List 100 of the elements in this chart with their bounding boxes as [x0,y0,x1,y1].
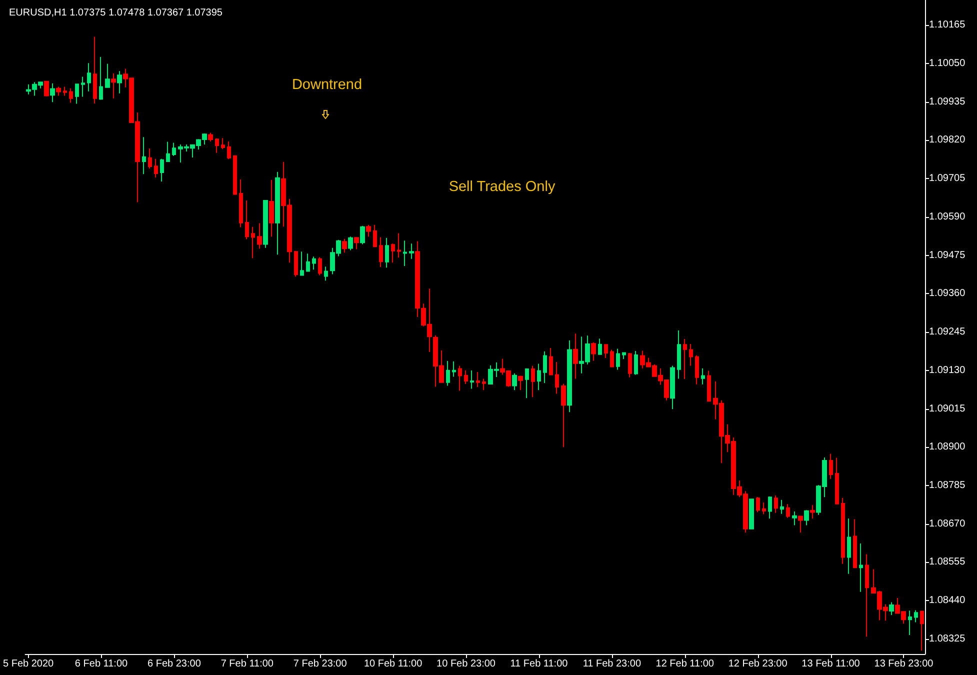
candlestick [99,56,103,100]
y-tick-label: 1.09015 [929,403,966,414]
candlestick [403,240,407,266]
candlestick [561,383,566,448]
candlestick [239,179,243,228]
y-tick-label: 1.08670 [929,518,966,530]
candlestick [446,360,450,386]
y-tick-label: 1.09705 [929,173,966,184]
candlestick [166,141,170,162]
candlestick [604,344,608,359]
candlestick [689,344,693,366]
text: EURUSD,H1 1.07375 1.07478 1.07367 1.07395 [9,8,223,18]
candlestick [889,602,894,616]
candlestick [792,511,797,526]
candlestick [749,498,754,530]
candlestick [354,237,359,250]
candlestick [835,457,839,504]
x-tick-label: 10 Feb 23:00 [436,658,496,670]
y-tick-label: 1.09935 [929,96,966,108]
candlestick [275,171,280,256]
y-tick-label: 1.09130 [929,364,966,376]
x-tick-label: 7 Feb 11:00 [220,658,274,670]
candlestick [87,62,91,92]
candlestick [458,365,462,392]
candlestick [908,610,912,636]
candlestick [598,338,602,355]
candlestick [227,140,231,160]
candlestick [853,518,857,568]
candlestick [847,518,851,574]
x-tick-label: 6 Feb 11:00 [74,658,128,670]
candlestick [804,510,809,526]
annotation: Downtrend [292,77,362,93]
candlestick [573,333,578,380]
candlestick [111,72,116,99]
candlestick [233,154,237,196]
candlestick [391,243,395,264]
candlestick [81,76,85,98]
candlestick [774,495,778,514]
y-tick-label: 1.10165 [929,20,966,31]
candlestick [859,543,863,592]
candlestick [160,158,164,182]
candlestick [172,142,176,156]
candlestick [810,504,815,520]
x-tick-label: 11 Feb 23:00 [582,658,642,670]
candlestick [683,338,687,380]
candlestick [531,365,535,398]
candlestick [762,502,766,515]
candlestick [409,243,414,260]
candlestick [920,610,924,652]
candlestick [63,86,67,96]
y-tick-label: 1.09820 [929,134,966,146]
y-tick-label: 1.08440 [929,595,966,606]
y-tick-label: 1.08785 [929,480,966,491]
x-tick-label: 11 Feb 11:00 [510,658,568,670]
candlestick [263,200,268,248]
candlestick [914,610,918,623]
candlestick [245,200,249,240]
annotation: Sell Trades Only [448,179,556,195]
candlestick [622,352,626,360]
candlestick [221,138,225,150]
candlestick [397,232,401,258]
candlestick [300,251,304,276]
x-tick-label: 6 Feb 23:00 [148,658,202,670]
x-tick-label: 12 Feb 11:00 [656,658,714,670]
candlestick [69,88,73,104]
candlestick [452,360,456,378]
candlestick [105,63,110,88]
candlestick [591,342,596,362]
candlestick [518,375,523,391]
y-tick-label: 1.09590 [929,211,966,222]
candlestick [610,349,614,368]
candlestick [208,132,213,142]
x-tick-label: 13 Feb 23:00 [874,658,934,670]
candlestick [154,158,158,178]
candlestick [677,330,681,380]
y-tick-label: 1.10050 [929,58,966,69]
candlestick [841,497,845,564]
candlestick [93,36,97,104]
candlestick [342,238,347,254]
candlestick [798,516,803,534]
y-tick-label: 1.08900 [929,442,966,453]
candlestick [379,236,383,268]
candlestick [628,352,632,378]
candlestick [549,348,553,376]
candlestick [464,370,468,385]
candlestick [865,554,869,638]
x-tick-label: 12 Feb 23:00 [728,658,788,670]
candlestick [269,179,274,238]
candlestick [360,225,365,245]
candlestick [701,368,705,385]
candlestick [294,250,298,278]
candlestick [318,256,322,276]
x-tick-label: 13 Feb 11:00 [802,658,860,670]
x-tick-label: 10 Feb 11:00 [364,658,423,670]
candlestick [768,496,772,520]
candlestick [512,372,517,391]
candlestick [306,253,310,272]
y-tick-label: 1.09360 [929,288,966,300]
y-tick-label: 1.08555 [929,556,966,568]
candlestick [348,236,353,251]
